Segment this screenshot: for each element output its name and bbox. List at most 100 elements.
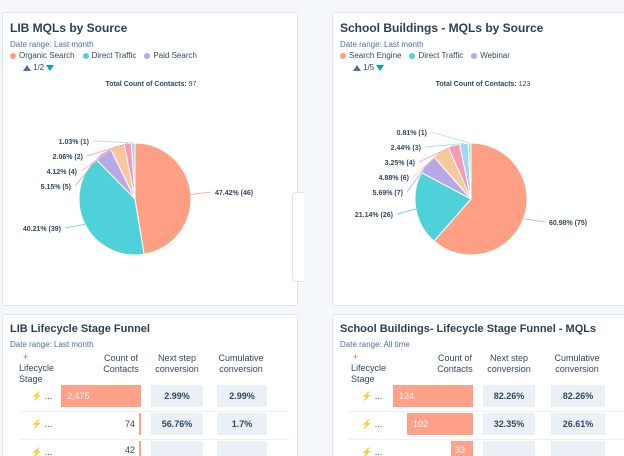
next-page-icon[interactable] bbox=[46, 64, 55, 71]
pie-leader-line bbox=[64, 223, 86, 229]
cumulative-conversion: 82.26% bbox=[551, 385, 605, 407]
legend-swatch bbox=[144, 52, 151, 59]
pie-slice[interactable] bbox=[414, 172, 472, 242]
pie-leader-line bbox=[92, 140, 134, 144]
pie-leader-line bbox=[412, 151, 442, 178]
col-header-count[interactable]: Count of Contacts bbox=[103, 353, 139, 374]
prev-page-icon[interactable] bbox=[23, 64, 31, 71]
card-title[interactable]: LIB Lifecycle Stage Funnel bbox=[10, 323, 150, 335]
pie-slice[interactable] bbox=[134, 142, 192, 255]
total-count: Total Count of Contacts: 123 bbox=[333, 81, 624, 88]
count-value: 42 bbox=[124, 445, 135, 455]
panel-handle[interactable] bbox=[292, 192, 304, 282]
next-conversion: 2.99% bbox=[151, 385, 203, 407]
legend-item[interactable]: Webinar bbox=[471, 51, 510, 60]
count-value: 33 bbox=[455, 445, 466, 455]
next-conversion: 32.35% bbox=[483, 413, 535, 435]
date-range: Date range: Last month bbox=[10, 340, 94, 349]
count-value: 2,475 bbox=[67, 391, 90, 401]
row-label[interactable]: ⚡ ... bbox=[31, 391, 53, 401]
card-title[interactable]: School Buildings- Lifecycle Stage Funnel… bbox=[340, 323, 597, 335]
row-label[interactable]: ⚡ ... bbox=[31, 419, 53, 429]
pie-leader-line bbox=[430, 131, 470, 144]
pie-chart[interactable]: 60.98% (75) 21.14% (26) 5.69% (7) 4.88% (6)… bbox=[333, 13, 624, 306]
pager-text: 1/2 bbox=[33, 63, 45, 72]
legend-label: Webinar bbox=[480, 51, 510, 60]
pie-data-label: 1.03% (1) bbox=[59, 139, 89, 146]
divider bbox=[19, 411, 289, 412]
date-range: Date range: All time bbox=[340, 340, 410, 349]
funnel-bar[interactable] bbox=[61, 385, 141, 407]
chart-legend: Search Engine Direct Traffic Webinar bbox=[340, 51, 510, 60]
chart-legend: Organic Search Direct Traffic Paid Searc… bbox=[10, 51, 197, 60]
count-value: 74 bbox=[124, 419, 135, 429]
total-value: 97 bbox=[188, 81, 197, 88]
legend-item[interactable]: Paid Search bbox=[144, 51, 197, 60]
legend-label: Organic Search bbox=[19, 51, 75, 60]
school-mqls-by-source-card: School Buildings - MQLs by Source Date r… bbox=[332, 12, 624, 306]
col-header-next[interactable]: Next step conversion bbox=[487, 353, 531, 374]
next-conversion: 82.26% bbox=[483, 385, 535, 407]
funnel-bar[interactable] bbox=[407, 413, 473, 435]
pie-data-label: 2.44% (3) bbox=[391, 145, 421, 152]
date-range: Date range: Last month bbox=[340, 40, 424, 49]
funnel-bar[interactable] bbox=[139, 413, 141, 435]
row-label[interactable]: ⚡ ... bbox=[361, 447, 383, 456]
card-title[interactable]: LIB MQLs by Source bbox=[10, 21, 128, 35]
col-header-stage[interactable]: Lifecycle Stage bbox=[351, 363, 387, 384]
legend-item[interactable]: Direct Traffic bbox=[82, 51, 136, 60]
legend-label: Search Engine bbox=[349, 51, 402, 60]
funnel-bar[interactable] bbox=[393, 385, 473, 407]
divider bbox=[19, 439, 289, 440]
pie-data-label: 2.06% (2) bbox=[53, 154, 83, 161]
next-page-icon[interactable] bbox=[376, 64, 385, 71]
pie-data-label: 60.98% (75) bbox=[549, 220, 587, 227]
pie-data-label: 4.12% (4) bbox=[47, 169, 77, 176]
col-header-stage[interactable]: Lifecycle Stage bbox=[19, 363, 55, 384]
pie-data-label: 5.69% (7) bbox=[373, 190, 403, 197]
add-icon[interactable]: + bbox=[353, 352, 359, 362]
cumulative-conversion: 26.61% bbox=[551, 413, 605, 435]
lightning-icon: ⚡ bbox=[361, 391, 373, 401]
pie-chart[interactable]: 47.42% (46) 40.21% (39) 5.15% (5) 4.12% (4)… bbox=[3, 13, 298, 306]
lib-mqls-by-source-card: LIB MQLs by Source Date range: Last mont… bbox=[2, 12, 298, 306]
pie-slice[interactable] bbox=[433, 142, 528, 256]
row-label[interactable]: ⚡ ... bbox=[361, 391, 383, 401]
col-header-count[interactable]: Count of Contacts bbox=[437, 353, 473, 374]
lightning-icon: ⚡ bbox=[31, 391, 43, 401]
pie-data-label: 4.88% (6) bbox=[379, 175, 409, 182]
pager-text: 1/5 bbox=[363, 63, 375, 72]
legend-item[interactable]: Search Engine bbox=[340, 51, 401, 60]
col-header-next[interactable]: Next step conversion bbox=[155, 353, 199, 374]
legend-swatch bbox=[10, 52, 16, 59]
legend-item[interactable]: Direct Traffic bbox=[409, 51, 463, 60]
legend-item[interactable]: Organic Search bbox=[10, 51, 75, 60]
pie-data-label: 0.81% (1) bbox=[397, 130, 427, 137]
lib-lifecycle-funnel-card: LIB Lifecycle Stage Funnel Date range: L… bbox=[2, 314, 298, 456]
legend-swatch bbox=[409, 52, 416, 59]
pie-leader-line bbox=[406, 164, 428, 193]
cumulative-conversion: 2.99% bbox=[217, 385, 267, 407]
count-value: 124 bbox=[399, 391, 415, 401]
legend-swatch bbox=[471, 52, 478, 59]
col-header-cumulative[interactable]: Cumulative conversion bbox=[218, 353, 264, 374]
total-value: 123 bbox=[518, 81, 531, 88]
pie-slice[interactable] bbox=[78, 158, 145, 256]
lightning-icon: ⚡ bbox=[361, 447, 373, 456]
next-conversion: 56.76% bbox=[151, 413, 203, 435]
funnel-bar[interactable] bbox=[451, 441, 473, 456]
count-value: 102 bbox=[413, 419, 429, 429]
pie-leader-line bbox=[418, 145, 455, 163]
row-label[interactable]: ⚡ ... bbox=[31, 447, 53, 456]
pie-data-label: 3.25% (4) bbox=[385, 160, 415, 167]
legend-label: Paid Search bbox=[153, 51, 197, 60]
prev-page-icon[interactable] bbox=[353, 64, 361, 71]
add-icon[interactable]: + bbox=[23, 352, 29, 362]
total-label: Total Count of Contacts: bbox=[435, 81, 517, 88]
col-header-cumulative[interactable]: Cumulative conversion bbox=[554, 353, 600, 374]
row-label[interactable]: ⚡ ... bbox=[361, 419, 383, 429]
card-title[interactable]: School Buildings - MQLs by Source bbox=[340, 21, 544, 35]
funnel-bar[interactable] bbox=[139, 441, 141, 456]
legend-label: Direct Traffic bbox=[418, 51, 464, 60]
next-conversion bbox=[151, 441, 203, 456]
